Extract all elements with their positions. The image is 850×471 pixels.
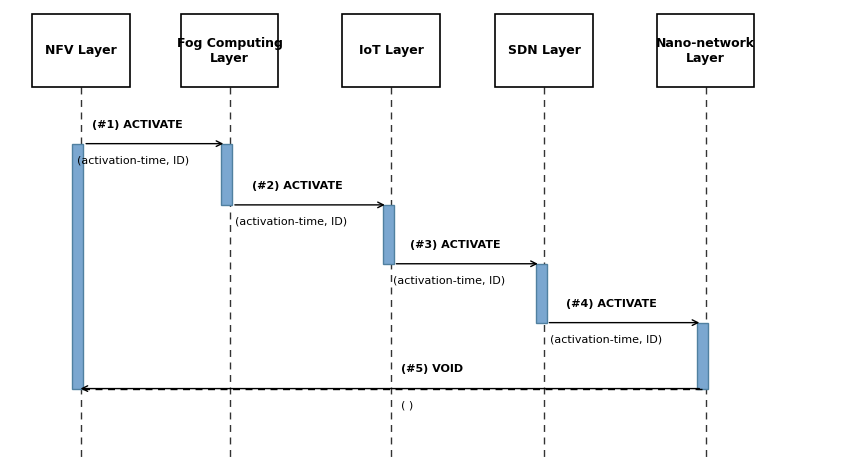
- Bar: [32, 14, 129, 87]
- Text: (#5) VOID: (#5) VOID: [401, 365, 463, 374]
- Bar: [382, 205, 394, 264]
- Text: (#3) ACTIVATE: (#3) ACTIVATE: [410, 240, 501, 250]
- Bar: [342, 14, 440, 87]
- Text: Nano-network
Layer: Nano-network Layer: [656, 37, 755, 65]
- Bar: [656, 14, 755, 87]
- Bar: [72, 144, 83, 389]
- Bar: [221, 144, 232, 205]
- Text: (#4) ACTIVATE: (#4) ACTIVATE: [566, 299, 657, 309]
- Bar: [697, 323, 708, 389]
- Text: (activation-time, ID): (activation-time, ID): [394, 276, 506, 285]
- Bar: [495, 14, 592, 87]
- Text: (activation-time, ID): (activation-time, ID): [550, 334, 661, 344]
- Text: ( ): ( ): [401, 400, 413, 410]
- Text: (#1) ACTIVATE: (#1) ACTIVATE: [92, 120, 183, 130]
- Bar: [181, 14, 278, 87]
- Text: SDN Layer: SDN Layer: [507, 44, 581, 57]
- Bar: [536, 264, 547, 323]
- Text: (activation-time, ID): (activation-time, ID): [235, 217, 347, 227]
- Text: NFV Layer: NFV Layer: [45, 44, 116, 57]
- Text: Fog Computing
Layer: Fog Computing Layer: [177, 37, 282, 65]
- Text: (#2) ACTIVATE: (#2) ACTIVATE: [252, 181, 343, 191]
- Text: (activation-time, ID): (activation-time, ID): [77, 155, 190, 165]
- Text: IoT Layer: IoT Layer: [359, 44, 423, 57]
